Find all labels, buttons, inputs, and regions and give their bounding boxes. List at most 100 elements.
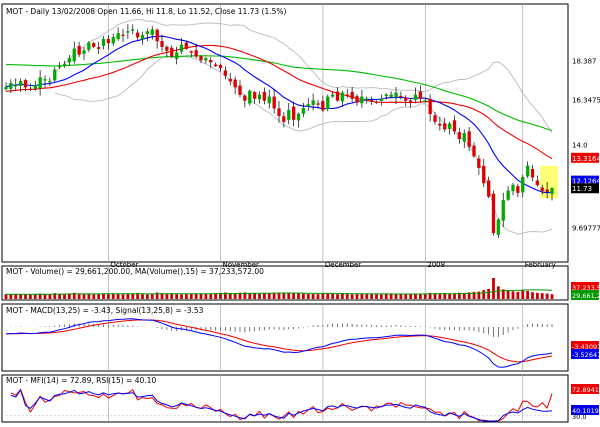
candle-body-98 [482, 165, 486, 184]
volume-bar-40 [199, 293, 203, 299]
month-label-0: October [110, 261, 138, 269]
volume-bar-73 [360, 293, 364, 299]
volume-bar-80 [394, 294, 398, 299]
candle-body-75 [369, 100, 374, 102]
volume-bar-83 [409, 294, 413, 299]
volume-bar-75 [370, 293, 374, 299]
price-tick-label-5: 11.73 [572, 185, 592, 193]
volume-bar-55 [272, 292, 276, 299]
candle-body-38 [189, 51, 193, 53]
candle-body-51 [252, 92, 257, 99]
volume-bar-111 [545, 293, 549, 299]
rsi-line [10, 388, 553, 422]
volume-panel-title: MOT - Volume() = 29,661,200.00, MA(Volum… [6, 267, 264, 276]
candle-body-19 [96, 47, 101, 49]
volume-bar-103 [506, 290, 510, 299]
macd-side-label-bg [571, 341, 599, 351]
latest-price-highlight [540, 165, 558, 199]
short-moving-average-line [5, 35, 553, 194]
volume-bar-107 [526, 290, 530, 299]
volume-side-label: 29,661,200 [572, 292, 600, 300]
candle-body-32 [160, 41, 164, 47]
candle-body-49 [243, 95, 247, 101]
candle-body-25 [126, 31, 130, 33]
candle-body-79 [389, 94, 393, 97]
candle-body-104 [511, 184, 515, 192]
volume-bar-59 [292, 292, 296, 299]
volume-bar-28 [141, 294, 144, 299]
candle-body-31 [155, 29, 159, 42]
volume-bar-105 [516, 291, 520, 299]
candle-body-96 [472, 145, 476, 157]
volume-bar-65 [321, 293, 325, 299]
volume-bar-98 [482, 290, 486, 299]
candle-body-111 [545, 189, 549, 192]
volume-bar-76 [375, 294, 378, 299]
volume-bar-95 [467, 292, 471, 299]
candle-body-17 [87, 42, 91, 50]
candle-body-57 [282, 116, 286, 122]
volume-bar-7 [38, 293, 42, 299]
candle-body-7 [38, 77, 42, 89]
volume-bar-37 [184, 294, 188, 299]
candle-body-100 [491, 193, 496, 234]
candle-body-11 [57, 65, 62, 68]
volume-bar-41 [204, 294, 208, 299]
candle-body-56 [277, 108, 281, 117]
volume-bar-87 [428, 292, 432, 299]
volume-ma-line [5, 289, 553, 295]
candle-body-16 [82, 50, 86, 54]
volume-bar-88 [433, 293, 437, 299]
price-tick-label-1: 16.3475 [572, 97, 600, 105]
volume-bar-50 [248, 293, 252, 299]
volume-bar-63 [311, 293, 315, 299]
volume-bar-81 [399, 293, 403, 299]
candle-body-21 [106, 38, 111, 44]
candle-body-103 [506, 190, 510, 200]
volume-bar-56 [277, 293, 281, 299]
candle-body-23 [116, 33, 120, 40]
volume-bar-46 [228, 293, 232, 299]
mfi-panel-frame [1, 374, 569, 423]
candle-body-55 [272, 96, 276, 109]
volume-bar-27 [136, 293, 140, 299]
candle-body-40 [199, 56, 203, 61]
volume-bar-72 [355, 294, 359, 299]
candle-body-107 [525, 165, 530, 177]
volume-bar-71 [350, 294, 354, 299]
volume-bar-35 [175, 293, 179, 299]
upper-band-line [54, 19, 553, 134]
medium-moving-average-line [5, 44, 553, 160]
candle-body-76 [374, 101, 379, 103]
volume-bar-34 [170, 293, 174, 299]
candle-body-13 [67, 58, 72, 63]
candle-body-74 [365, 98, 369, 100]
candle-body-54 [267, 96, 271, 104]
volume-bar-97 [477, 291, 481, 299]
volume-bar-109 [535, 292, 539, 299]
volume-bar-86 [423, 293, 427, 299]
volume-bar-16 [82, 294, 86, 299]
volume-bar-92 [453, 293, 456, 299]
candle-body-102 [501, 200, 505, 221]
rsi-side-label-bg [571, 405, 599, 415]
price-tick-label-0: 18.387 [572, 57, 597, 65]
candle-body-64 [316, 103, 320, 105]
signal-side-label: -3.52647 [572, 351, 600, 359]
candle-body-15 [77, 45, 81, 55]
candle-body-26 [131, 29, 135, 31]
rsi-side-label: 40.1019 [572, 407, 599, 415]
candle-body-29 [145, 31, 150, 34]
candle-body-108 [530, 168, 535, 178]
candle-body-88 [433, 115, 437, 122]
volume-bar-30 [150, 293, 154, 299]
candle-body-52 [257, 94, 262, 100]
volume-bar-102 [501, 289, 505, 299]
volume-ma-side-label: 37,233,572 [572, 284, 600, 292]
volume-bar-85 [418, 293, 422, 299]
volume-bar-91 [448, 293, 452, 299]
volume-bar-1 [9, 294, 13, 299]
candle-body-47 [233, 79, 237, 88]
candle-body-92 [452, 120, 457, 132]
volume-bar-57 [282, 293, 286, 299]
